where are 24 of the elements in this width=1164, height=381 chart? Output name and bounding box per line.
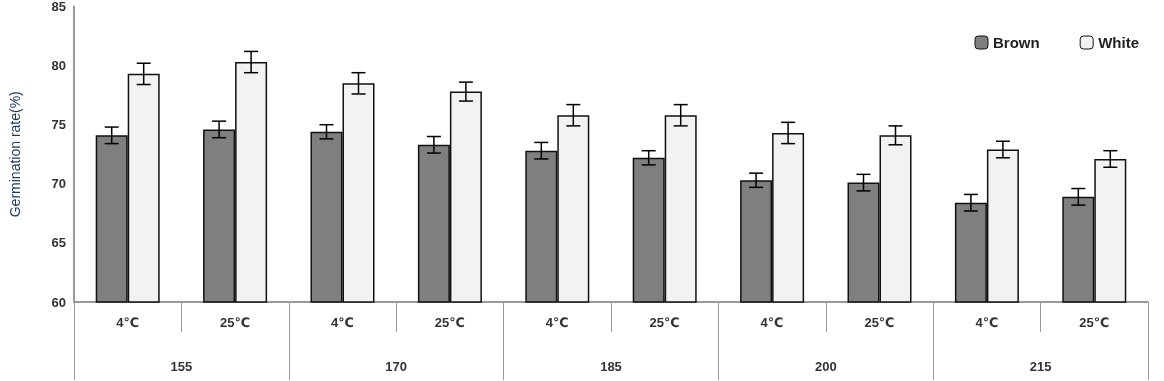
x-tick-label: 25℃ xyxy=(434,315,465,330)
x-tick-label: 4℃ xyxy=(331,315,354,330)
y-tick-label: 70 xyxy=(51,176,66,192)
x-tick-label: 25℃ xyxy=(220,315,251,330)
x-tick-label: 25℃ xyxy=(1079,315,1110,330)
text: 185 xyxy=(600,359,622,374)
y-tick-label: 60 xyxy=(51,294,66,310)
x-tick-label: 4℃ xyxy=(545,315,569,330)
x-tick-label: 25℃ xyxy=(649,315,680,330)
y-axis-title: Germination rate(%) xyxy=(7,91,23,218)
y-tick-label: 80 xyxy=(51,58,66,74)
y-tick-label: 65 xyxy=(51,235,66,251)
text: 200 xyxy=(814,359,837,374)
legend-label: White xyxy=(1098,34,1139,51)
x-tick-label: 4℃ xyxy=(116,315,140,330)
x-tick-label: 4℃ xyxy=(760,315,784,330)
text: 215 xyxy=(1029,359,1052,374)
y-tick-label: 75 xyxy=(51,117,66,133)
legend-label: Brown xyxy=(993,34,1040,51)
x-tick-label: 25℃ xyxy=(864,315,895,330)
text: 170 xyxy=(385,359,408,374)
x-tick-label: 4℃ xyxy=(975,315,999,330)
y-tick-label: 85 xyxy=(51,0,66,14)
text: 155 xyxy=(170,359,193,374)
